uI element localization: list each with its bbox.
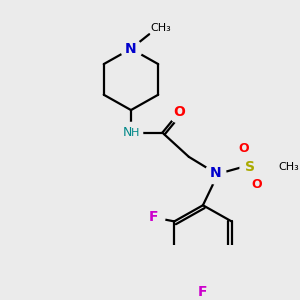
- Text: S: S: [245, 160, 255, 173]
- Text: O: O: [251, 178, 262, 191]
- Text: F: F: [149, 210, 158, 224]
- Text: CH₃: CH₃: [151, 22, 172, 33]
- Text: O: O: [173, 106, 185, 119]
- Text: H: H: [131, 128, 139, 139]
- Text: CH₃: CH₃: [278, 161, 299, 172]
- Text: F: F: [198, 285, 208, 299]
- Text: N: N: [209, 166, 221, 180]
- Text: N: N: [123, 126, 132, 139]
- Text: N: N: [125, 42, 137, 56]
- Text: O: O: [238, 142, 249, 155]
